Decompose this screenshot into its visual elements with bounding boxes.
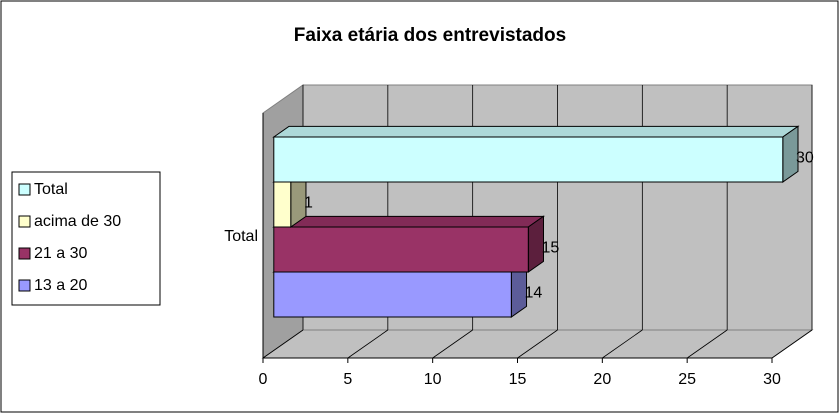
x-tick-label: 20: [593, 371, 611, 388]
bar: [273, 181, 292, 228]
x-tick-label: 25: [678, 371, 696, 388]
legend-swatch: [18, 183, 31, 196]
bar-top: [272, 125, 800, 138]
legend-swatch: [18, 279, 31, 292]
chart-title: Faixa etária dos entrevistados: [294, 25, 566, 46]
legend-label: 21 a 30: [34, 245, 87, 262]
bar: [273, 271, 512, 318]
x-tick-label: 15: [509, 371, 527, 388]
floor-grid-line: [347, 329, 389, 359]
x-tick-label: 30: [763, 371, 781, 388]
legend-box: [11, 171, 161, 306]
legend-swatch: [18, 215, 31, 228]
bar: [273, 226, 529, 273]
legend-label: Total: [34, 181, 68, 198]
legend-label: 13 a 20: [34, 277, 87, 294]
data-label: 30: [796, 149, 814, 166]
bar-top: [272, 215, 546, 228]
y-tick-label: Total: [224, 228, 258, 245]
floor-grid-line: [517, 329, 558, 359]
floor-grid-line: [771, 329, 813, 359]
x-tick-label: 10: [424, 371, 442, 388]
data-label: 1: [304, 194, 313, 211]
data-label: 14: [525, 284, 543, 301]
floor-grid-line: [602, 329, 643, 359]
floor-grid-line: [262, 329, 304, 359]
bar: [273, 136, 784, 183]
floor-grid-line: [432, 329, 473, 359]
x-tick-label: 5: [343, 371, 352, 388]
legend-label: acima de 30: [34, 213, 121, 230]
legend-swatch: [18, 247, 31, 260]
x-tick-label: 0: [259, 371, 268, 388]
floor-grid-line: [686, 329, 728, 359]
data-label: 15: [542, 239, 560, 256]
